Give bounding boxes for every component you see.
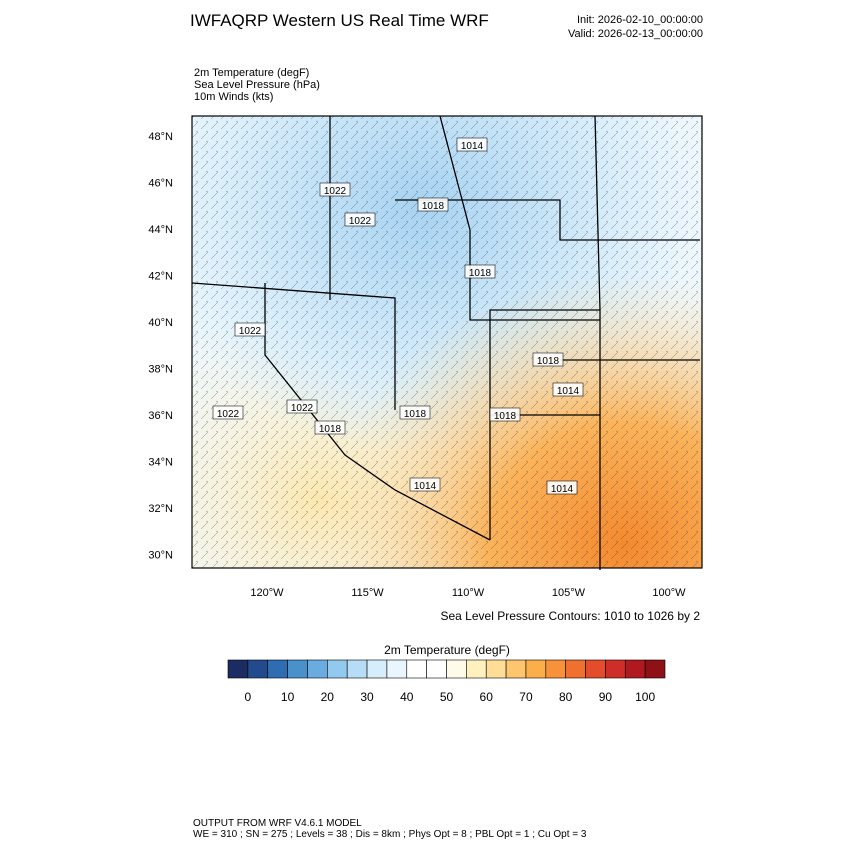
colorbar-swatch [585,659,606,679]
contour-label: 1014 [557,386,580,397]
colorbar-swatch [366,659,388,679]
colorbar-swatch [386,659,408,679]
contour-label-box [532,352,564,367]
colorbar-swatch [466,659,487,679]
contour-label: 1018 [469,268,492,279]
colorbar-swatch [644,659,666,679]
contour-label-box [314,420,346,435]
contour-label: 1018 [537,356,560,367]
colorbar-swatch [565,659,586,679]
contour-label: 1014 [461,141,484,152]
contour-label: 1018 [319,424,342,435]
contour-label-box [456,137,488,152]
contour-label: 1018 [404,409,427,420]
colorbar-swatch [267,659,288,679]
colorbar-tick: 80 [559,690,573,704]
colorbar-swatch [485,659,507,679]
contour-note: Sea Level Pressure Contours: 1010 to 102… [441,609,701,623]
colorbar-tick: 90 [599,690,613,704]
field-label: 10m Winds (kts) [194,91,273,103]
init-time: Init: 2026-02-10_00:00:00 [577,14,703,26]
contour-label: 1018 [494,411,517,422]
colorbar-title: 2m Temperature (degF) [384,643,510,657]
colorbar-swatch [525,659,547,679]
contour-label: 1022 [217,409,240,420]
lon-label: 115°W [351,587,384,599]
contour-label-box [546,480,578,495]
lat-label: 42°N [148,271,173,283]
colorbar-swatch [406,659,427,679]
colorbar-swatch [426,659,447,679]
title: IWFAQRP Western US Real Time WRF [190,11,489,30]
contour-label-box [286,399,318,414]
contour-label: 1022 [291,403,314,414]
lon-label: 110°W [452,587,485,599]
colorbar-swatch [247,659,269,679]
lat-label: 36°N [148,410,173,422]
contour-label-box [234,322,266,337]
colorbar-tick: 60 [480,690,494,704]
lon-label: 105°W [552,587,586,599]
contour-label: 1018 [422,201,445,212]
contour-label: 1014 [414,481,437,492]
lat-label: 34°N [148,457,173,469]
lat-label: 40°N [148,317,173,329]
lat-label: 44°N [148,224,173,236]
contour-label: 1022 [349,216,372,227]
contour-label-box [417,197,449,212]
colorbar-swatch [307,659,328,679]
contour-label: 1022 [239,326,262,337]
colorbar-tick: 100 [635,690,655,704]
colorbar-tick: 40 [400,690,414,704]
contour-label-box [399,405,431,420]
contour-label: 1014 [551,484,574,495]
lat-label: 48°N [148,131,173,143]
colorbar-swatch [346,659,368,679]
colorbar-swatch [605,659,626,679]
colorbar-tick: 0 [245,690,252,704]
colorbar-swatch [446,659,467,679]
lat-label: 32°N [148,503,173,515]
colorbar-swatch [287,659,308,679]
colorbar-tick: 50 [440,690,454,704]
contour-label-box [409,477,441,492]
colorbar-tick: 70 [519,690,533,704]
colorbar-tick: 30 [360,690,374,704]
colorbar-swatch [327,659,348,679]
footer-line: WE = 310 ; SN = 275 ; Levels = 38 ; Dis … [193,829,587,840]
colorbar-tick: 10 [281,690,295,704]
colorbar-swatch [624,659,646,679]
lon-label: 100°W [652,587,686,599]
lat-label: 30°N [148,550,173,562]
contour-label-box [212,405,244,420]
colorbar-swatch [505,659,527,679]
contour-label-box [552,382,584,397]
colorbar-tick: 20 [321,690,335,704]
colorbar-swatch [227,659,249,679]
colorbar-swatch [545,659,566,679]
contour-label-box [319,182,351,197]
contour-label-box [489,407,521,422]
footer-line: OUTPUT FROM WRF V4.6.1 MODEL [193,818,362,829]
field-label: 2m Temperature (degF) [194,67,309,79]
contour-label-box [344,212,376,227]
lat-label: 38°N [148,364,173,376]
valid-time: Valid: 2026-02-13_00:00:00 [568,28,703,40]
map [191,115,703,570]
lon-label: 120°W [250,587,284,599]
contour-label-box [464,264,496,279]
field-label: Sea Level Pressure (hPa) [194,79,320,91]
lat-label: 46°N [148,178,173,190]
contour-label: 1022 [324,186,347,197]
